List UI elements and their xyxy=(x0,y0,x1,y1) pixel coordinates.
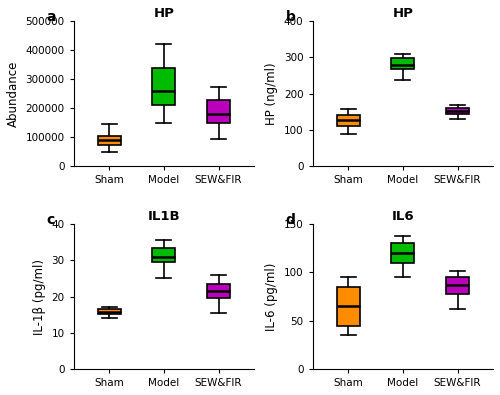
Y-axis label: IL-6 (pg/ml): IL-6 (pg/ml) xyxy=(265,262,278,331)
Bar xyxy=(336,287,359,325)
Bar xyxy=(336,115,359,126)
Title: IL1B: IL1B xyxy=(148,210,180,223)
Text: b: b xyxy=(286,9,296,24)
Bar xyxy=(446,277,469,294)
Bar xyxy=(98,309,120,314)
Bar xyxy=(392,58,414,69)
Bar xyxy=(207,100,230,123)
Bar xyxy=(446,108,469,114)
Bar xyxy=(98,135,120,145)
Bar xyxy=(152,68,176,105)
Bar xyxy=(207,284,230,298)
Y-axis label: Abundance: Abundance xyxy=(7,60,20,127)
Text: c: c xyxy=(46,213,55,227)
Title: HP: HP xyxy=(392,7,413,20)
Y-axis label: IL-1β (pg/ml): IL-1β (pg/ml) xyxy=(33,259,46,335)
Title: HP: HP xyxy=(154,7,174,20)
Text: d: d xyxy=(286,213,296,227)
Text: a: a xyxy=(46,9,56,24)
Bar xyxy=(392,243,414,263)
Y-axis label: HP (ng/ml): HP (ng/ml) xyxy=(266,62,278,125)
Title: IL6: IL6 xyxy=(392,210,414,223)
Bar xyxy=(152,248,176,262)
